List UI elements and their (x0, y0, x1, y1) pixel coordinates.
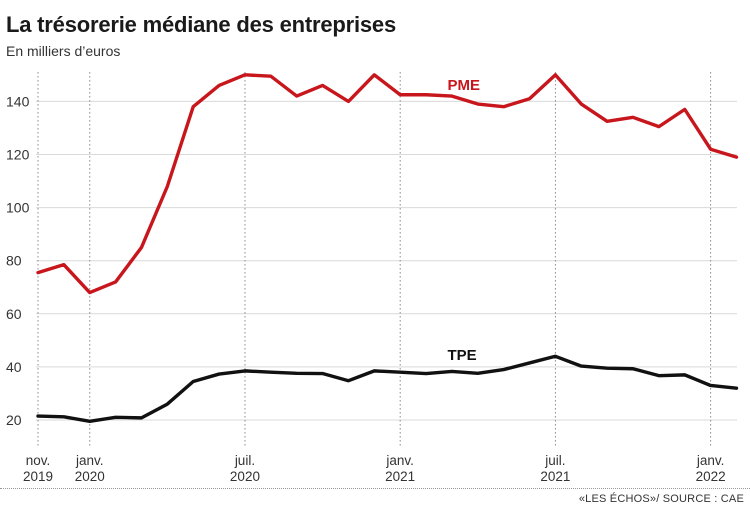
x-tick-label: 2021 (385, 469, 415, 484)
x-tick-label: juil. (234, 453, 255, 468)
x-tick-label: janv. (385, 453, 414, 468)
y-tick-label: 20 (6, 412, 22, 428)
x-tick-label: nov. (26, 453, 51, 468)
y-tick-label: 100 (6, 200, 30, 216)
x-tick-label: 2020 (230, 469, 260, 484)
x-tick-label: 2021 (540, 469, 570, 484)
x-tick-label: 2022 (696, 469, 726, 484)
y-axis-ticks: 20 40 60 80 100 120 140 (6, 93, 30, 428)
x-tick-label: janv. (75, 453, 104, 468)
x-tick-label: 2019 (23, 469, 53, 484)
source-credit: «LES ÉCHOS»/ SOURCE : CAE (578, 493, 744, 505)
x-axis-ticks: nov.2019janv.2020juil.2020janv.2021juil.… (23, 453, 726, 484)
x-tick-label: juil. (544, 453, 565, 468)
x-tick-label: janv. (696, 453, 725, 468)
y-tick-label: 80 (6, 253, 22, 269)
tpe-label: TPE (448, 347, 477, 364)
y-tick-label: 40 (6, 359, 22, 375)
tpe-line (36, 354, 739, 424)
footer-divider (0, 488, 750, 489)
y-tick-label: 120 (6, 147, 30, 163)
x-tick-label: 2020 (75, 469, 105, 484)
series-labels: PME TPE (448, 77, 481, 364)
y-tick-label: 140 (6, 93, 30, 109)
chart-title: La trésorerie médiane des entreprises (6, 12, 397, 37)
series-lines (36, 73, 739, 424)
gridlines (36, 72, 737, 448)
chart-subtitle: En milliers d’euros (6, 43, 121, 59)
y-tick-label: 60 (6, 306, 22, 322)
pme-label: PME (448, 77, 481, 94)
pme-line (36, 73, 739, 295)
